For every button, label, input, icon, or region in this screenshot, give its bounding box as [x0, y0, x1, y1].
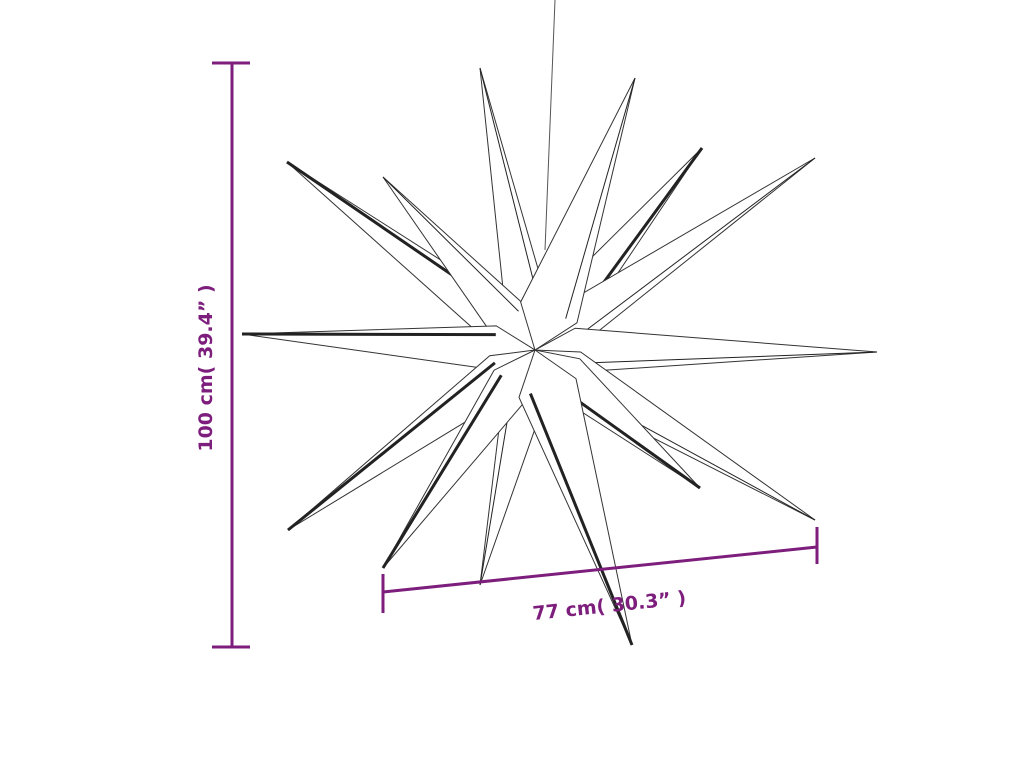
- spike-edge-led: [382, 176, 519, 312]
- spike-edge-led: [574, 351, 878, 364]
- spike-edge-led: [565, 77, 636, 319]
- star-illustration: [241, 67, 878, 646]
- spike-edge-led: [287, 361, 496, 532]
- height-dimension: 100 cm( 39.4” ): [195, 61, 250, 649]
- spike-edge-led: [381, 374, 503, 569]
- height-label: 100 cm( 39.4” ): [195, 284, 217, 451]
- spike-edge-led: [529, 393, 634, 646]
- hanging-cable: [544, 0, 556, 251]
- spike-edge-led: [575, 157, 816, 339]
- spike-edge-led: [241, 332, 496, 337]
- width-line: [382, 545, 818, 594]
- spike-edge-led: [479, 67, 541, 309]
